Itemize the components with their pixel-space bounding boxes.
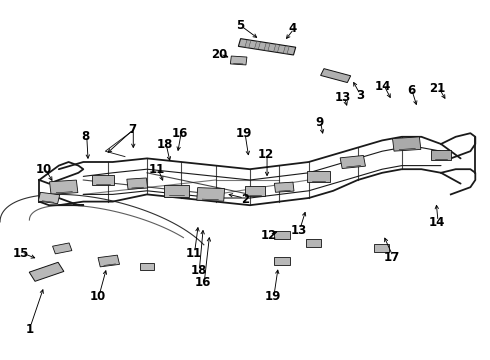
Text: 19: 19 xyxy=(236,127,252,140)
Polygon shape xyxy=(306,239,321,247)
Polygon shape xyxy=(98,255,120,267)
Text: 16: 16 xyxy=(195,276,212,289)
Polygon shape xyxy=(283,46,289,54)
Polygon shape xyxy=(274,257,290,265)
Text: 1: 1 xyxy=(25,323,33,336)
Text: 16: 16 xyxy=(172,127,189,140)
Text: 17: 17 xyxy=(384,251,400,264)
Text: 11: 11 xyxy=(185,247,202,260)
Text: 18: 18 xyxy=(190,264,207,276)
Text: 4: 4 xyxy=(289,22,297,35)
Polygon shape xyxy=(431,150,451,160)
Polygon shape xyxy=(274,231,290,239)
Polygon shape xyxy=(274,182,294,192)
Text: 10: 10 xyxy=(90,291,106,303)
Polygon shape xyxy=(245,40,251,48)
Text: 5: 5 xyxy=(236,19,244,32)
Polygon shape xyxy=(320,69,351,82)
Polygon shape xyxy=(392,137,421,151)
Polygon shape xyxy=(52,243,72,254)
Polygon shape xyxy=(374,244,389,252)
Polygon shape xyxy=(308,171,329,182)
Polygon shape xyxy=(230,56,247,65)
Polygon shape xyxy=(245,186,265,196)
Polygon shape xyxy=(197,188,224,201)
Text: 13: 13 xyxy=(291,224,307,237)
Polygon shape xyxy=(49,180,78,194)
Text: 6: 6 xyxy=(408,84,416,96)
Text: 11: 11 xyxy=(148,163,165,176)
Text: 12: 12 xyxy=(258,148,274,161)
Polygon shape xyxy=(92,175,114,185)
Polygon shape xyxy=(254,41,260,49)
Polygon shape xyxy=(264,43,270,51)
Polygon shape xyxy=(127,178,147,189)
Text: 19: 19 xyxy=(265,291,281,303)
Polygon shape xyxy=(38,192,60,204)
Text: 2: 2 xyxy=(241,193,249,206)
Polygon shape xyxy=(238,39,296,55)
Text: 8: 8 xyxy=(82,130,90,143)
Text: 3: 3 xyxy=(356,89,364,102)
Text: 13: 13 xyxy=(335,91,351,104)
Polygon shape xyxy=(164,185,189,197)
Text: 14: 14 xyxy=(429,216,445,229)
Text: 9: 9 xyxy=(316,116,323,129)
Polygon shape xyxy=(29,262,64,281)
Text: 14: 14 xyxy=(375,80,392,93)
Text: 18: 18 xyxy=(157,138,173,151)
Text: 20: 20 xyxy=(211,48,227,61)
Text: 21: 21 xyxy=(429,82,446,95)
Polygon shape xyxy=(140,263,154,270)
Polygon shape xyxy=(274,45,280,52)
Text: 10: 10 xyxy=(36,163,52,176)
Text: 7: 7 xyxy=(128,123,136,136)
Text: 12: 12 xyxy=(260,229,277,242)
Polygon shape xyxy=(340,156,366,168)
Text: 15: 15 xyxy=(12,247,29,260)
